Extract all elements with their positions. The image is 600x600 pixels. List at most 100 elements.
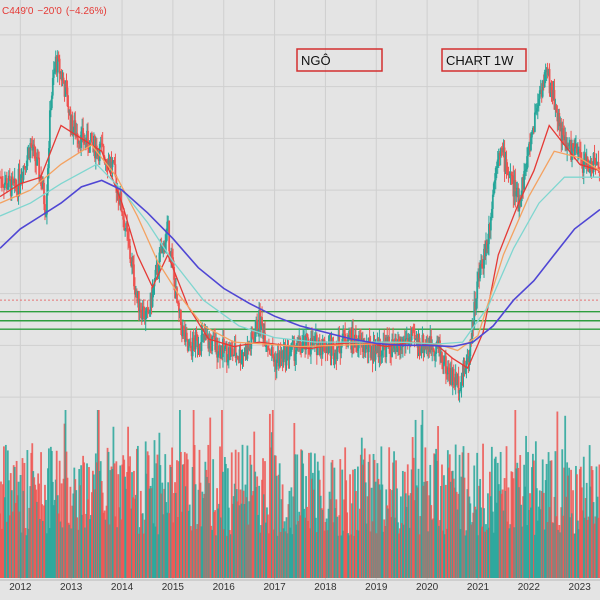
volume-bar — [184, 486, 187, 578]
volume-bar — [292, 496, 295, 578]
candle-body — [137, 291, 140, 312]
volume-bar — [451, 470, 454, 578]
candle-body — [530, 137, 532, 151]
candle-body — [552, 89, 555, 99]
volume-bar — [374, 481, 377, 578]
candle-body — [386, 337, 389, 344]
volume-bar — [198, 449, 201, 578]
volume-bar — [67, 522, 70, 578]
candle-body — [195, 331, 198, 335]
candle-body — [128, 238, 130, 246]
volume-bar — [159, 465, 162, 578]
candle-body — [506, 172, 509, 174]
volume-bar — [432, 518, 435, 578]
candle-body — [498, 153, 501, 156]
volume-bar — [270, 432, 273, 578]
volume-bar — [443, 475, 445, 578]
volume-bar — [276, 535, 279, 578]
candle-body — [240, 359, 243, 363]
candle-body — [558, 113, 561, 127]
volume-bar — [312, 472, 314, 578]
volume-bar — [569, 517, 571, 578]
candle-body — [384, 343, 387, 358]
volume-bar — [464, 535, 467, 578]
candle-body — [10, 176, 13, 196]
volume-bar — [308, 452, 310, 578]
volume-bar — [2, 484, 4, 578]
candle-body — [295, 350, 298, 355]
candle-body — [597, 162, 600, 169]
candle-body — [270, 347, 273, 356]
volume-bar — [434, 454, 437, 578]
candle-body — [502, 147, 505, 153]
candle-body — [570, 140, 572, 161]
volume-bar — [499, 451, 502, 578]
candle-body — [74, 120, 77, 137]
volume-bar — [6, 450, 9, 578]
candle-body — [198, 345, 201, 348]
volume-bar — [288, 490, 291, 578]
candle-body — [371, 351, 374, 361]
candle-body — [273, 359, 276, 362]
candle-body — [455, 373, 458, 385]
candle-body — [71, 115, 74, 136]
candle-body — [3, 185, 5, 189]
candle-body — [91, 132, 93, 143]
volume-bar — [339, 459, 342, 578]
volume-bar — [436, 460, 438, 578]
candle-body — [562, 128, 565, 136]
candle-body — [462, 360, 465, 377]
volume-bar — [445, 528, 448, 578]
volume-bar — [304, 517, 306, 578]
candle-body — [294, 354, 297, 361]
volume-bar — [196, 524, 199, 578]
candle-body — [569, 140, 571, 145]
candle-body — [533, 112, 536, 132]
volume-bar — [388, 447, 391, 578]
volume-bar — [511, 472, 514, 578]
volume-bar — [501, 489, 504, 578]
volume-bar — [441, 464, 443, 578]
volume-bar — [244, 484, 247, 578]
candle-body — [242, 353, 245, 356]
volume-bar — [4, 444, 7, 578]
volume-bar — [334, 508, 337, 578]
volume-bar — [537, 506, 540, 578]
candle-body — [457, 376, 460, 394]
candle-body — [189, 341, 192, 349]
candle-body — [408, 336, 411, 344]
volume-bar — [521, 526, 524, 578]
candle-body — [410, 329, 413, 341]
volume-bar — [337, 535, 340, 578]
volume-bar — [20, 532, 23, 578]
candle-body — [366, 342, 369, 353]
candle-body — [563, 135, 566, 141]
volume-bar — [158, 432, 161, 578]
volume-bar — [496, 462, 499, 578]
volume-bar — [290, 487, 293, 578]
volume-bar — [149, 485, 152, 578]
volume-bar — [444, 484, 447, 578]
volume-bar — [163, 488, 166, 578]
volume-bar — [407, 495, 410, 578]
volume-bar — [53, 499, 56, 578]
candle-body — [248, 347, 251, 350]
candle-body — [281, 351, 284, 363]
volume-bar — [216, 488, 218, 578]
candle-body — [259, 310, 262, 330]
candle-body — [171, 251, 173, 258]
volume-bar — [460, 476, 463, 578]
candle-body — [325, 346, 328, 353]
volume-bar — [368, 454, 371, 578]
candle-body — [0, 177, 2, 179]
candle-body — [377, 338, 380, 358]
volume-bar — [280, 499, 283, 578]
volume-bar — [251, 495, 254, 578]
volume-bar — [333, 467, 336, 578]
volume-bar — [254, 471, 257, 578]
volume-bar — [435, 448, 438, 578]
candle-body — [592, 153, 595, 172]
candle-body — [299, 337, 302, 350]
candle-body — [221, 347, 223, 358]
